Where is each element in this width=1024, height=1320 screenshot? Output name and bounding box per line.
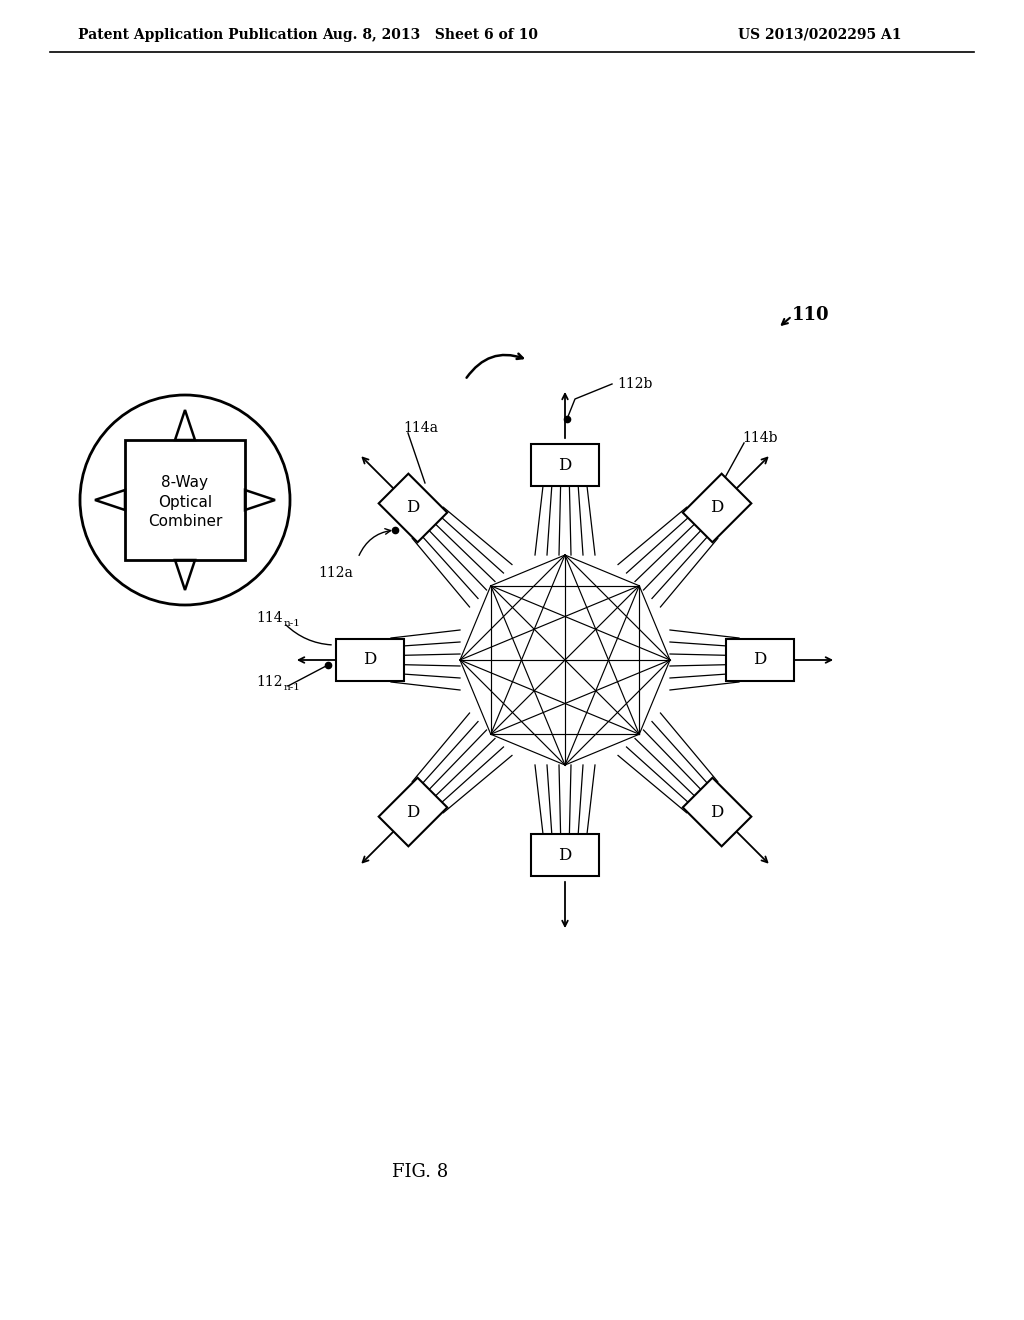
Text: D: D [711,499,724,516]
Text: D: D [364,652,377,668]
Text: 110: 110 [792,306,829,323]
Text: 8-Way: 8-Way [162,474,209,490]
Text: 112b: 112b [617,378,652,391]
Bar [531,444,599,486]
Text: 114b: 114b [742,430,777,445]
Text: n-1: n-1 [284,619,301,627]
Text: D: D [407,804,420,821]
Bar [683,777,752,846]
Bar [336,639,404,681]
Text: 114a: 114a [403,421,438,436]
Text: Patent Application Publication: Patent Application Publication [78,28,317,42]
Text: 114: 114 [256,611,283,624]
Text: Combiner: Combiner [147,515,222,529]
Bar [379,474,447,543]
Text: n-1: n-1 [284,684,301,693]
Bar [125,440,245,560]
Text: D: D [407,499,420,516]
Bar [379,777,447,846]
Text: Optical: Optical [158,495,212,510]
Text: US 2013/0202295 A1: US 2013/0202295 A1 [738,28,902,42]
Text: 112a: 112a [318,566,353,579]
Bar [726,639,794,681]
Text: D: D [754,652,767,668]
Text: D: D [558,457,571,474]
Bar [683,474,752,543]
Text: D: D [711,804,724,821]
Text: Aug. 8, 2013   Sheet 6 of 10: Aug. 8, 2013 Sheet 6 of 10 [322,28,538,42]
Bar [531,834,599,876]
Text: D: D [558,846,571,863]
Text: FIG. 8: FIG. 8 [392,1163,449,1181]
Text: 112: 112 [256,675,283,689]
